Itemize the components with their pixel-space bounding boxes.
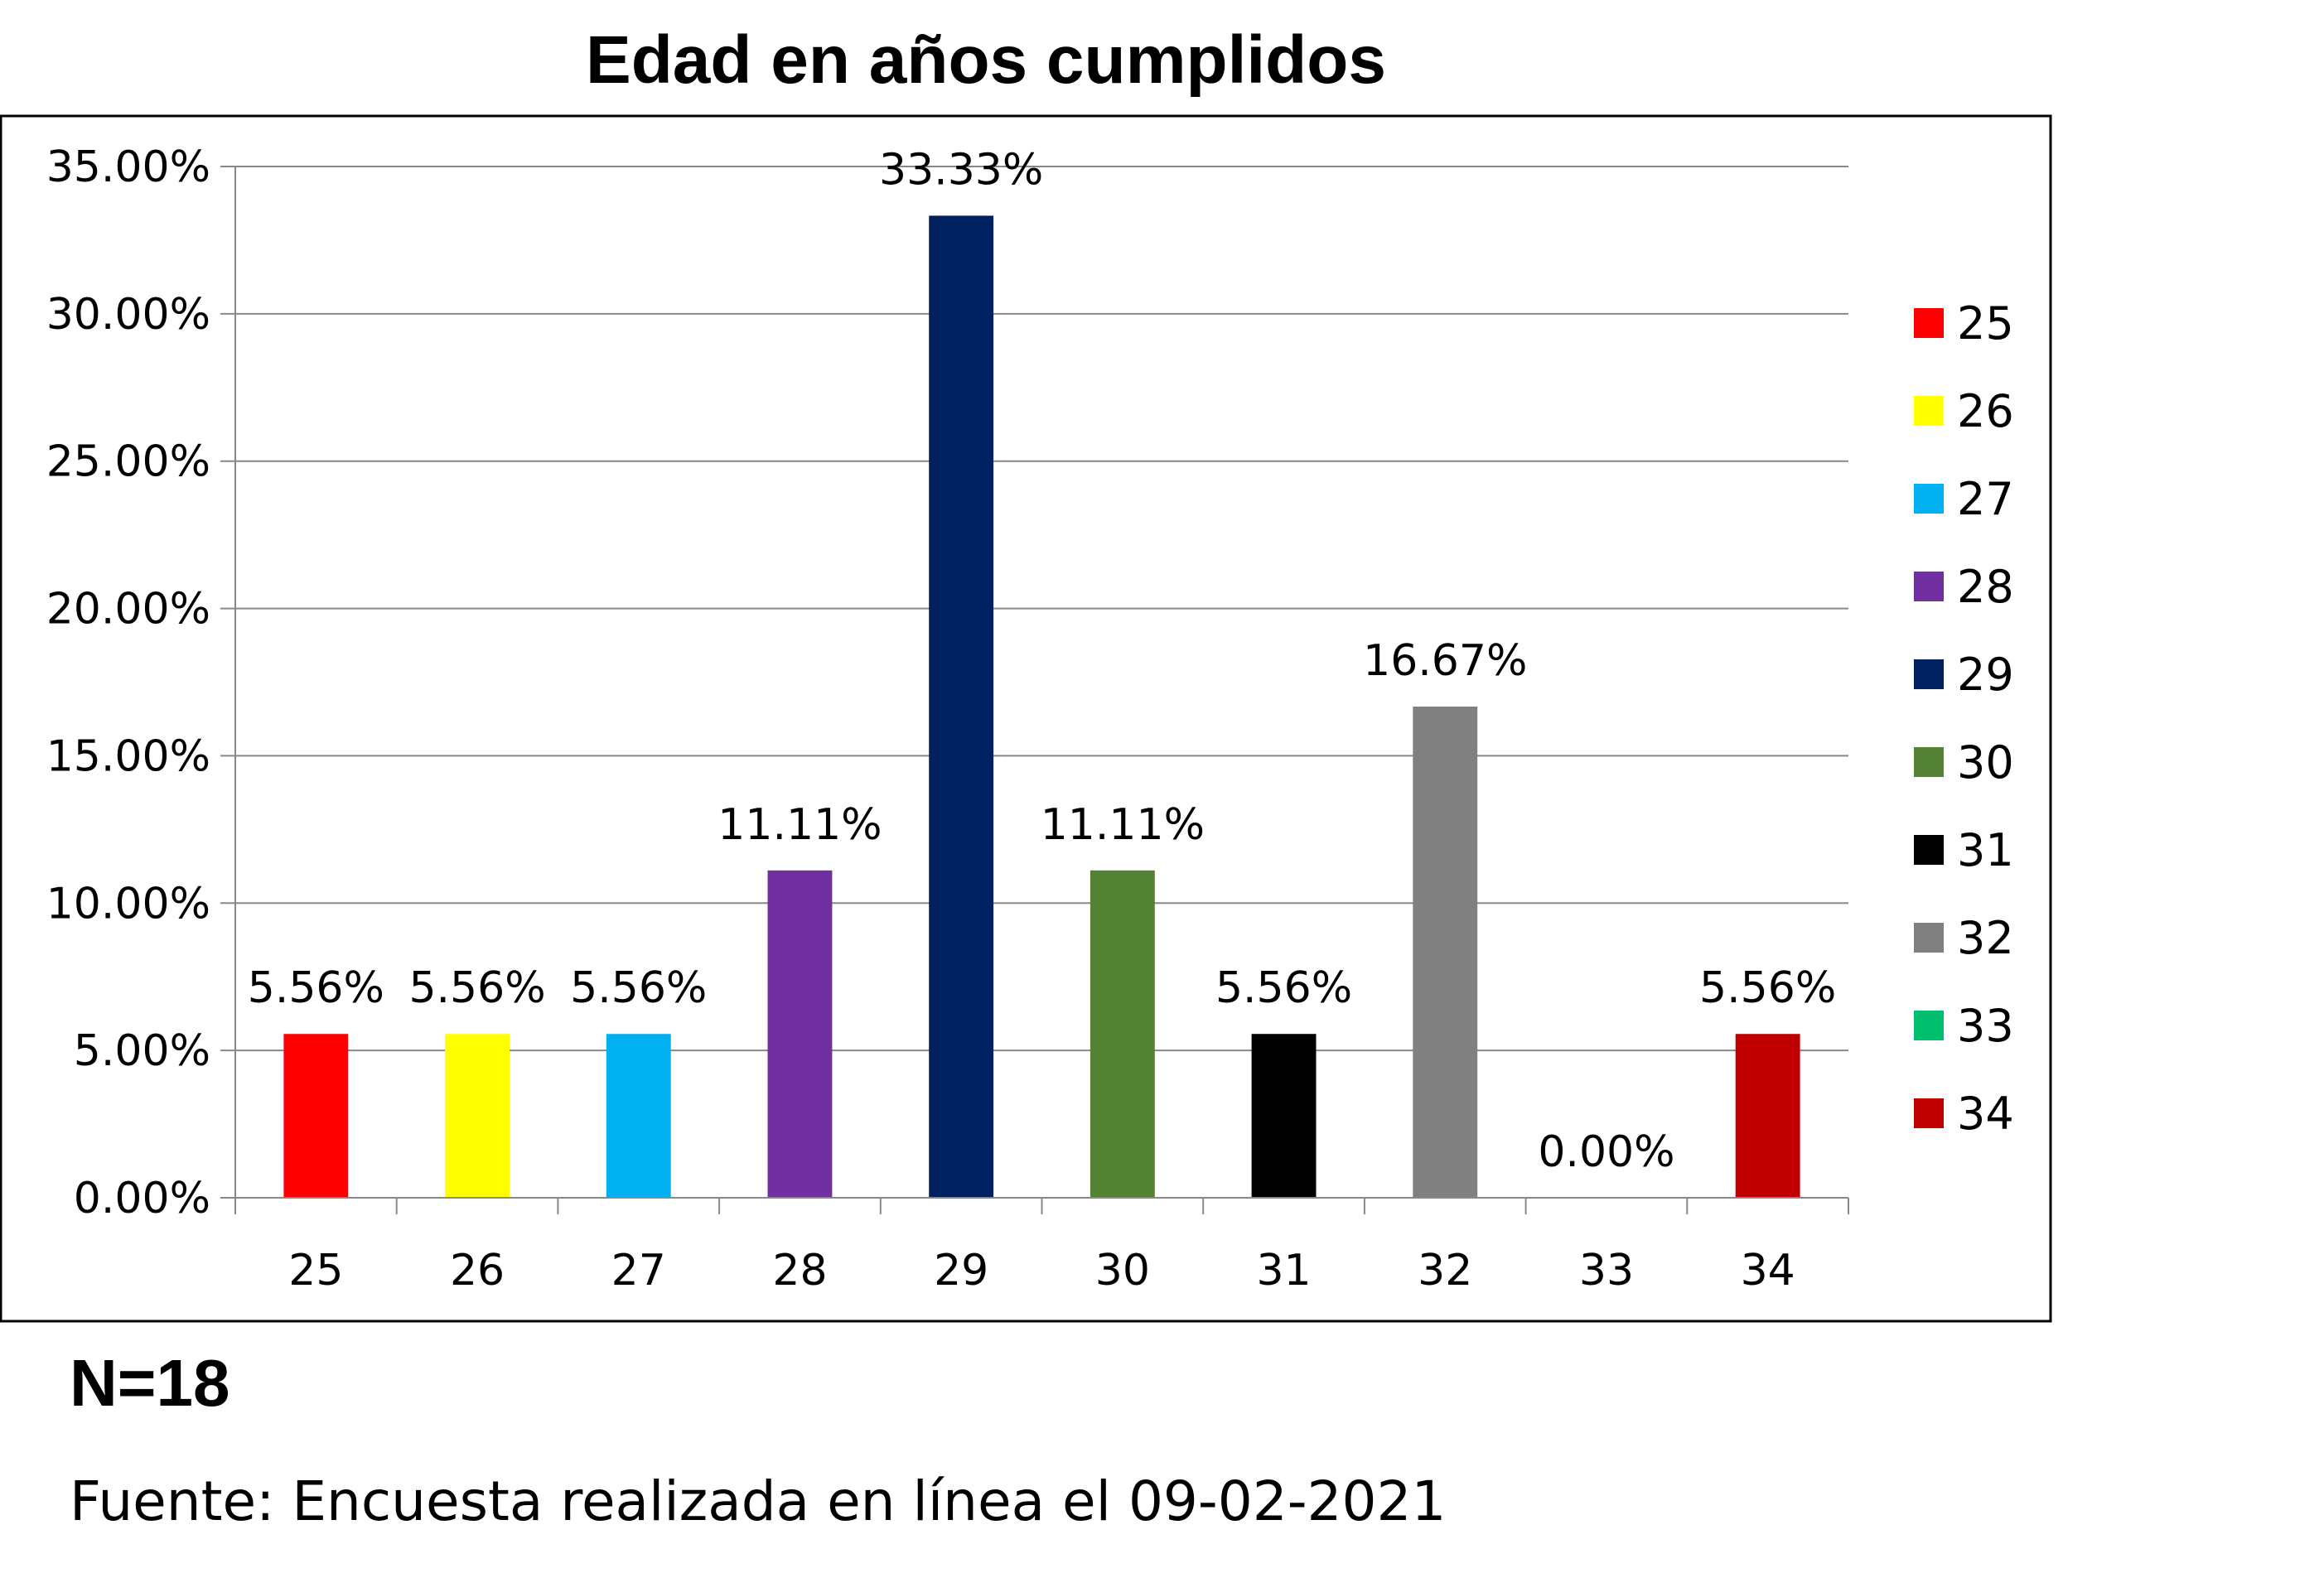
data-label: 0.00%	[1538, 1127, 1674, 1177]
legend-swatch	[1914, 659, 1944, 689]
bar-26	[445, 1034, 510, 1198]
legend-label: 28	[1957, 561, 2014, 613]
source-note: Fuente: Encuesta realizada en línea el 0…	[70, 1469, 1447, 1533]
x-tick-label: 25	[288, 1246, 343, 1296]
legend-label: 31	[1957, 824, 2014, 876]
x-tick-label: 33	[1579, 1246, 1634, 1296]
bar-32	[1413, 707, 1478, 1198]
x-tick-label: 32	[1418, 1246, 1472, 1296]
legend-swatch	[1914, 1011, 1944, 1040]
sample-size: N=18	[70, 1346, 230, 1420]
legend-swatch	[1914, 1098, 1944, 1128]
legend-swatch	[1914, 484, 1944, 514]
legend-swatch	[1914, 572, 1944, 601]
data-label: 33.33%	[879, 145, 1043, 195]
bar-30	[1090, 870, 1155, 1198]
legend-label: 25	[1957, 297, 2014, 350]
data-label: 11.11%	[1041, 800, 1205, 850]
y-tick-label: 0.00%	[74, 1174, 210, 1223]
data-label: 5.56%	[248, 963, 384, 1013]
data-label: 16.67%	[1363, 636, 1527, 686]
y-tick-label: 10.00%	[46, 879, 210, 929]
legend-label: 27	[1957, 473, 2014, 525]
legend-swatch	[1914, 396, 1944, 426]
data-label: 5.56%	[1699, 963, 1836, 1013]
legend-swatch	[1914, 747, 1944, 777]
bar-27	[606, 1034, 671, 1198]
bar-25	[283, 1034, 349, 1198]
chart-title: Edad en años cumplidos	[586, 22, 1386, 98]
y-tick-label: 35.00%	[46, 142, 210, 192]
legend-label: 33	[1957, 1000, 2014, 1052]
legend-label: 30	[1957, 736, 2014, 789]
legend-label: 26	[1957, 385, 2014, 437]
x-tick-label: 27	[611, 1246, 666, 1296]
legend-label: 29	[1957, 649, 2014, 701]
x-tick-label: 28	[772, 1246, 827, 1296]
legend-swatch	[1914, 923, 1944, 953]
x-tick-label: 30	[1095, 1246, 1150, 1296]
legend-label: 34	[1957, 1088, 2014, 1140]
bar-29	[929, 215, 994, 1198]
bar-31	[1251, 1034, 1317, 1198]
data-label: 5.56%	[1215, 963, 1352, 1013]
x-tick-label: 26	[450, 1246, 505, 1296]
legend-swatch	[1914, 308, 1944, 338]
x-tick-label: 34	[1741, 1246, 1795, 1296]
x-tick-label: 31	[1256, 1246, 1311, 1296]
y-tick-label: 25.00%	[46, 437, 210, 487]
legend-swatch	[1914, 835, 1944, 865]
y-tick-label: 5.00%	[74, 1026, 210, 1076]
bar-34	[1735, 1034, 1800, 1198]
x-tick-label: 29	[934, 1246, 988, 1296]
data-label: 5.56%	[408, 963, 545, 1013]
data-label: 11.11%	[717, 800, 882, 850]
data-label: 5.56%	[570, 963, 707, 1013]
y-tick-label: 15.00%	[46, 731, 210, 781]
legend-label: 32	[1957, 912, 2014, 964]
bar-28	[767, 870, 833, 1198]
y-tick-label: 30.00%	[46, 290, 210, 340]
y-tick-label: 20.00%	[46, 585, 210, 635]
